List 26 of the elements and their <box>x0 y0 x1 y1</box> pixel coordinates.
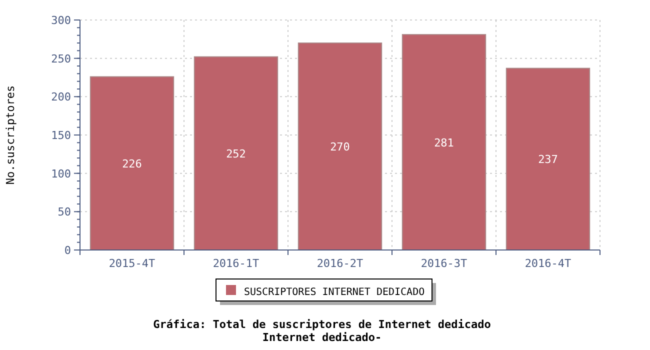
data-label: 270 <box>330 140 350 154</box>
x-tick-label: 2016-4T <box>524 257 572 270</box>
data-label: 252 <box>226 147 246 160</box>
y-tick-label: 100 <box>51 167 71 180</box>
bar <box>194 56 278 250</box>
y-tick-label: 300 <box>51 14 71 27</box>
y-tick-label: 150 <box>51 129 71 142</box>
y-tick-label: 0 <box>64 244 71 257</box>
data-label: 281 <box>434 136 454 150</box>
text: Internet dedicado- <box>262 331 382 344</box>
bar <box>90 76 174 250</box>
data-label: 237 <box>538 153 558 166</box>
y-axis-title: No.suscriptores <box>4 85 17 185</box>
text: SUSCRIPTORES INTERNET DEDICADO <box>244 287 425 298</box>
y-tick-label: 200 <box>51 90 71 104</box>
bar <box>298 42 382 250</box>
y-tick-label: 250 <box>51 52 71 66</box>
y-tick-label: 50 <box>58 206 71 219</box>
x-tick-label: 2016-1T <box>212 257 260 270</box>
data-label: 226 <box>122 157 142 170</box>
text: Gráfica: Total de suscriptores de Internet dedicado <box>153 318 492 331</box>
x-tick-label: 2015-4T <box>108 257 156 270</box>
bar <box>506 68 590 250</box>
bar <box>402 34 486 250</box>
x-tick-label: 2016-3T <box>420 257 468 270</box>
x-tick-label: 2016-2T <box>316 257 364 270</box>
